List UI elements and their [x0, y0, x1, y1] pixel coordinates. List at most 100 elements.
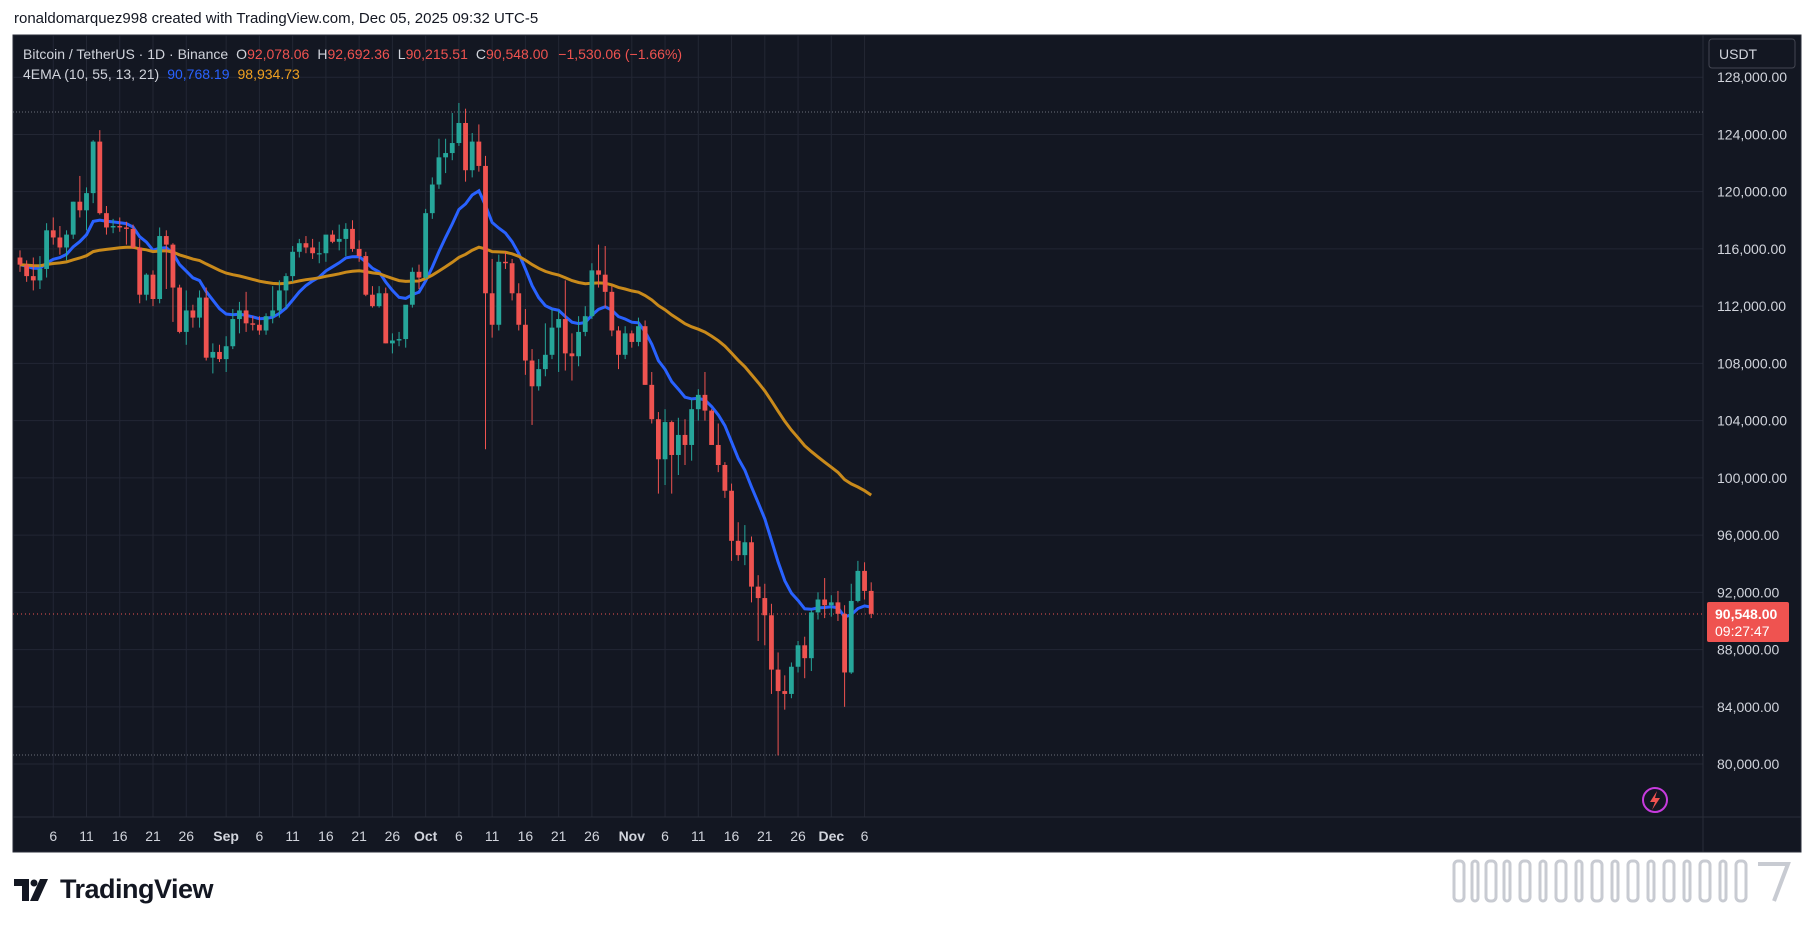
candle [808, 609, 814, 672]
last-price-badge-bg [1707, 602, 1789, 642]
candle-body [782, 691, 788, 694]
x-tick-label[interactable]: 26 [790, 828, 806, 844]
y-tick-label[interactable]: 80,000.00 [1717, 756, 1779, 772]
y-tick-label[interactable]: 116,000.00 [1717, 241, 1786, 257]
tradingview-logo[interactable]: TradingView [14, 874, 214, 905]
candle-body [429, 184, 435, 214]
candle-body [443, 153, 448, 158]
x-tick-label[interactable]: 11 [285, 828, 300, 844]
x-tick-label[interactable]: 21 [551, 828, 567, 844]
candle-body [210, 351, 216, 358]
x-tick-label[interactable]: 26 [178, 828, 194, 844]
price-axis[interactable]: 128,000.00 124,000.00 120,000.00 116,000.00… [1717, 69, 1787, 772]
x-tick-label[interactable]: 6 [661, 828, 669, 844]
x-tick-label[interactable]: 26 [385, 828, 401, 844]
candle-body [283, 276, 289, 291]
x-tick-label[interactable]: 11 [485, 828, 500, 844]
x-tick-label[interactable]: 11 [691, 828, 706, 844]
candle [709, 409, 714, 445]
candle [695, 389, 701, 421]
candle-body [489, 293, 495, 325]
candles-layer [17, 102, 874, 756]
currency-label[interactable]: USDT [1719, 46, 1758, 62]
candle [489, 258, 495, 338]
y-tick-label[interactable]: 96,000.00 [1717, 527, 1779, 543]
y-tick-label[interactable]: 108,000.00 [1717, 355, 1787, 371]
candle-body [582, 316, 588, 332]
currency-selector[interactable]: USDT [1708, 38, 1796, 69]
x-tick-label[interactable]: 6 [49, 828, 57, 844]
candle [722, 462, 728, 498]
candle [503, 251, 508, 269]
candle-body [503, 261, 508, 264]
x-tick-label[interactable]: 6 [861, 828, 869, 844]
candle [582, 306, 588, 337]
y-tick-label[interactable]: 92,000.00 [1717, 584, 1779, 600]
candle [117, 217, 123, 232]
candle [642, 320, 648, 385]
lightning-icon[interactable] [1642, 787, 1668, 813]
tradingview-wordmark: TradingView [60, 874, 214, 904]
x-tick-label[interactable]: Dec [818, 828, 844, 844]
candle [589, 263, 595, 320]
x-tick-label[interactable]: 16 [112, 828, 128, 844]
y-tick-label[interactable]: 124,000.00 [1717, 126, 1787, 142]
x-tick-label[interactable]: 6 [256, 828, 264, 844]
candle-body [576, 331, 581, 357]
x-tick-label[interactable]: 16 [724, 828, 740, 844]
x-tick-label[interactable]: 21 [757, 828, 773, 844]
candle [370, 286, 375, 308]
candle [70, 201, 76, 239]
candle [197, 290, 202, 328]
y-tick-label[interactable]: 84,000.00 [1717, 699, 1779, 715]
candle [416, 264, 422, 289]
currency-selector-box[interactable] [1708, 38, 1796, 69]
candle-body [822, 599, 828, 606]
candle-body [589, 270, 595, 317]
high-value: 92,692.36 [327, 46, 389, 62]
x-tick-label[interactable]: Oct [414, 828, 438, 844]
candle [363, 251, 369, 297]
lightning-icon-bolt[interactable] [1650, 791, 1660, 810]
x-tick-label[interactable]: 16 [318, 828, 334, 844]
open-label: O [236, 46, 247, 62]
candle-body [77, 201, 83, 211]
candle [576, 316, 581, 367]
candle-body [469, 141, 475, 171]
x-tick-label[interactable]: 26 [584, 828, 600, 844]
x-tick-label[interactable]: Sep [213, 828, 239, 844]
y-tick-label[interactable]: 104,000.00 [1717, 413, 1787, 429]
candle [409, 267, 415, 308]
y-tick-label[interactable]: 112,000.00 [1717, 298, 1786, 314]
candle [330, 230, 335, 244]
x-tick-label[interactable]: 16 [518, 828, 534, 844]
x-tick-label[interactable]: 21 [351, 828, 367, 844]
candle [110, 218, 116, 234]
y-tick-label[interactable]: 100,000.00 [1717, 470, 1787, 486]
candle [343, 223, 349, 257]
change-value: −1,530.06 (−1.66%) [558, 46, 682, 62]
candle-body [622, 333, 628, 355]
y-tick-label[interactable]: 120,000.00 [1717, 184, 1787, 200]
x-tick-label[interactable]: 11 [79, 828, 94, 844]
candle-body [330, 234, 335, 242]
time-axis[interactable]: 6 11 16 21 26 Sep 6 11 16 21 26 Oct 6 11 16 21 26 Nov 6 11 1… [49, 828, 868, 844]
candle-body [383, 293, 389, 344]
candle-body [143, 274, 149, 295]
y-tick-label[interactable]: 128,000.00 [1717, 69, 1787, 85]
candle [356, 240, 362, 262]
candle-body [70, 201, 76, 235]
lightning-icon-ring[interactable] [1642, 787, 1668, 813]
x-tick-label[interactable]: 21 [145, 828, 161, 844]
candle-body [516, 293, 522, 325]
candle [556, 310, 562, 372]
x-tick-label[interactable]: Nov [619, 828, 646, 844]
x-tick-label[interactable]: 6 [455, 828, 463, 844]
candle [649, 371, 655, 424]
candle [855, 560, 861, 603]
y-tick-label[interactable]: 88,000.00 [1717, 642, 1779, 658]
candle [376, 286, 382, 308]
candle [509, 258, 515, 301]
candle-body [463, 123, 468, 171]
